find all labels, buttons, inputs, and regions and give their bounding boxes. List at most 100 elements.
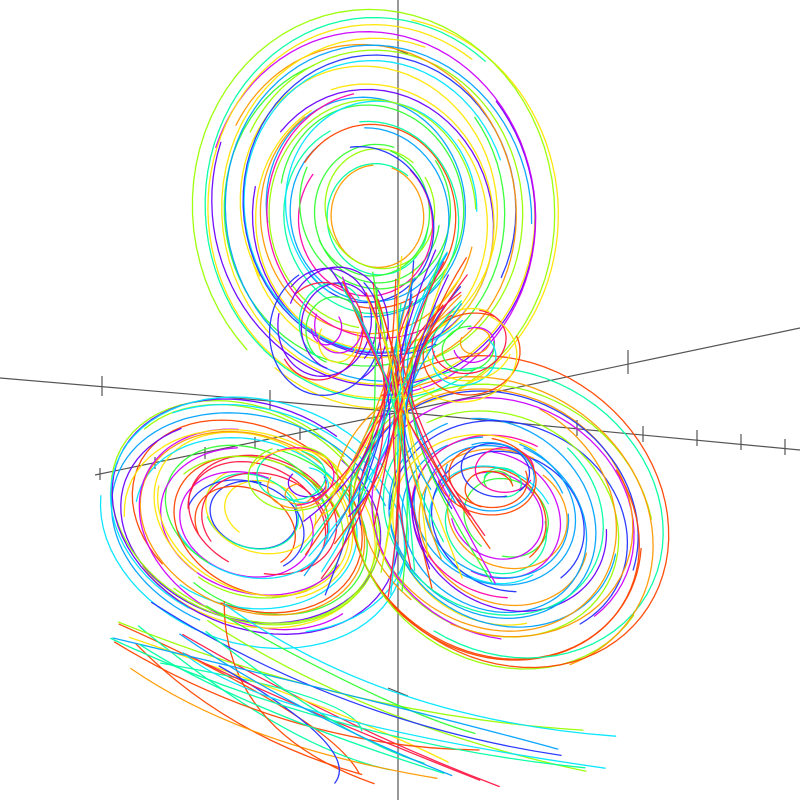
trajectory-line — [300, 300, 462, 554]
trajectory-line — [265, 96, 466, 318]
trajectory-line — [411, 286, 462, 510]
trajectory-line — [437, 437, 537, 516]
trajectory-line — [187, 460, 327, 573]
trajectory-line — [348, 413, 642, 660]
trajectory-line — [373, 274, 468, 527]
trajectory-line — [135, 437, 358, 610]
trajectory-line — [188, 454, 338, 576]
trajectory-line — [419, 316, 518, 403]
trajectory-line — [266, 93, 457, 339]
trajectory-line — [205, 473, 299, 550]
trajectory-line — [123, 428, 376, 629]
trajectory-line — [310, 291, 462, 503]
trajectory-line — [250, 83, 495, 359]
trajectory-line — [382, 444, 604, 616]
trajectory-line — [441, 325, 495, 372]
trajectory-line — [304, 123, 457, 309]
trajectory-line — [194, 485, 296, 563]
trajectory-line — [430, 450, 585, 593]
trajectory-line — [411, 475, 608, 612]
trajectory-line — [249, 49, 524, 370]
trajectory-line — [334, 300, 398, 545]
trajectory-line — [297, 169, 434, 297]
trajectory-line — [446, 474, 568, 570]
trajectory-line — [204, 16, 486, 401]
trajectory-line — [177, 465, 330, 580]
trajectory-line — [139, 430, 366, 616]
trajectory-line — [99, 403, 406, 650]
trajectory-line — [483, 467, 522, 498]
trajectory-line — [224, 479, 304, 533]
trajectory-line — [440, 466, 547, 558]
trajectory-line — [299, 160, 452, 290]
trajectory-curves — [99, 8, 670, 788]
trajectory-line — [255, 109, 489, 351]
trajectory-line — [313, 143, 440, 284]
trajectory-line — [351, 442, 640, 661]
trajectory-line — [110, 412, 386, 621]
trajectory-line — [153, 431, 354, 599]
trajectory-line — [393, 261, 445, 570]
trajectory-line — [300, 282, 377, 369]
trajectory-line — [474, 447, 535, 493]
trajectory-line — [330, 164, 425, 269]
trajectory-line — [453, 326, 496, 364]
trajectory-line — [376, 408, 618, 632]
trajectory-line — [191, 8, 556, 390]
trajectory-line — [205, 471, 317, 555]
trajectory-line — [303, 277, 416, 577]
trajectory-line — [350, 367, 664, 659]
left-axis — [0, 377, 401, 413]
right-axis — [399, 327, 800, 413]
trajectory-line — [157, 481, 350, 597]
trajectory-line — [138, 643, 445, 774]
trajectory-line — [432, 339, 497, 386]
trajectory-line — [224, 44, 533, 382]
trajectory-line — [428, 465, 549, 585]
trajectory-line — [110, 399, 381, 626]
trajectory-line — [112, 637, 559, 750]
trajectory-line — [317, 328, 359, 363]
trajectory-line — [459, 327, 491, 355]
trajectory-line — [179, 633, 453, 777]
trajectory-line — [247, 445, 339, 512]
trajectory-line — [336, 376, 654, 666]
trajectory-line — [372, 410, 620, 638]
trajectory-line — [342, 280, 491, 550]
trajectory-line — [179, 471, 314, 578]
trajectory-line — [207, 620, 587, 772]
trajectory-line — [265, 447, 335, 506]
trajectory-line — [256, 450, 327, 501]
trajectory-line — [352, 383, 653, 670]
trajectory-line — [334, 300, 413, 531]
trajectory-line — [239, 65, 499, 347]
trajectory-line — [403, 303, 463, 490]
trajectory-line — [130, 667, 438, 779]
trajectory-line — [110, 637, 586, 769]
trajectory-line — [314, 313, 364, 354]
trajectory-line — [164, 444, 329, 564]
trajectory-line — [109, 396, 409, 633]
trajectory-line — [128, 636, 449, 763]
trajectory-line — [401, 444, 588, 614]
trajectory-line — [289, 266, 389, 381]
trajectory-line — [205, 605, 476, 735]
trajectory-line — [460, 442, 531, 498]
trajectory-line — [425, 307, 511, 382]
trajectory-line — [283, 281, 364, 381]
trajectory-line — [182, 652, 606, 769]
trajectory-line — [396, 255, 429, 558]
trajectory-line — [380, 354, 670, 669]
trajectory-line — [284, 100, 478, 294]
trajectory-line — [324, 148, 436, 270]
trajectory-line — [318, 150, 431, 277]
trajectory-line — [137, 625, 391, 771]
trajectory-line — [444, 494, 548, 575]
front-left-axis — [94, 411, 401, 476]
trajectory-line — [259, 116, 473, 335]
trajectory-line — [451, 471, 544, 560]
trajectory-line — [277, 267, 373, 377]
trajectory-line — [215, 31, 537, 397]
